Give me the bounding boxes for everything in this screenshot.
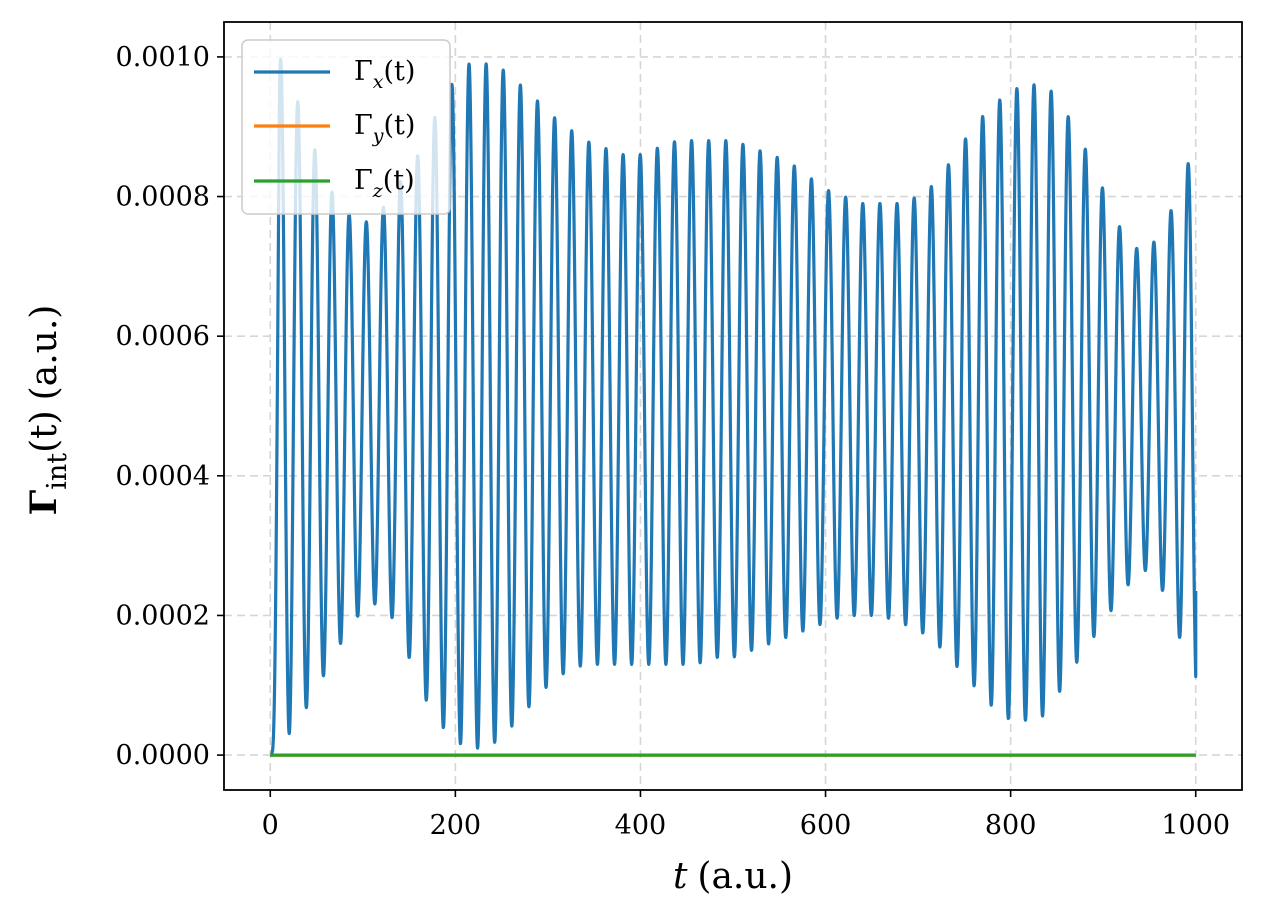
y-tick-label: 0.0002 bbox=[116, 600, 210, 631]
x-tick-label: 800 bbox=[985, 810, 1037, 841]
legend-entry-gamma-x: Γx(t) bbox=[254, 56, 415, 93]
y-tick-label: 0.0004 bbox=[116, 461, 210, 492]
y-tick-label: 0.0006 bbox=[116, 321, 210, 352]
x-tick-label: 0 bbox=[262, 810, 279, 841]
y-axis-label: Γint(t)(a.u.) bbox=[23, 305, 73, 516]
legend-box bbox=[241, 39, 451, 215]
y-tick-label: 0.0000 bbox=[116, 740, 210, 771]
x-tick-label: 1000 bbox=[1161, 810, 1230, 841]
y-tick-label: 0.0008 bbox=[116, 182, 210, 213]
legend-label-gamma-x: Γx(t) bbox=[354, 56, 415, 93]
series-line-gamma-x bbox=[268, 57, 1198, 757]
x-tick-label: 400 bbox=[615, 810, 667, 841]
legend-entry-gamma-y: Γy(t) bbox=[254, 110, 415, 147]
x-axis-label: t (a.u.) bbox=[673, 856, 793, 897]
legend-label-gamma-y: Γy(t) bbox=[354, 110, 415, 147]
legend-label-gamma-z: Γz(t) bbox=[354, 165, 415, 202]
plot-frame bbox=[223, 21, 1243, 791]
y-tick-label: 0.0010 bbox=[116, 42, 210, 73]
series-layer bbox=[268, 57, 1198, 757]
ticks: 0 200 400 600 800 1000 0.0000 0.0002 0.0004 0.000… bbox=[116, 42, 1231, 841]
x-tick-label: 600 bbox=[800, 810, 852, 841]
legend: Γx(t) Γy(t) Γz(t) bbox=[241, 39, 451, 215]
x-tick-label: 200 bbox=[430, 810, 482, 841]
legend-entry-gamma-z: Γz(t) bbox=[254, 165, 415, 202]
